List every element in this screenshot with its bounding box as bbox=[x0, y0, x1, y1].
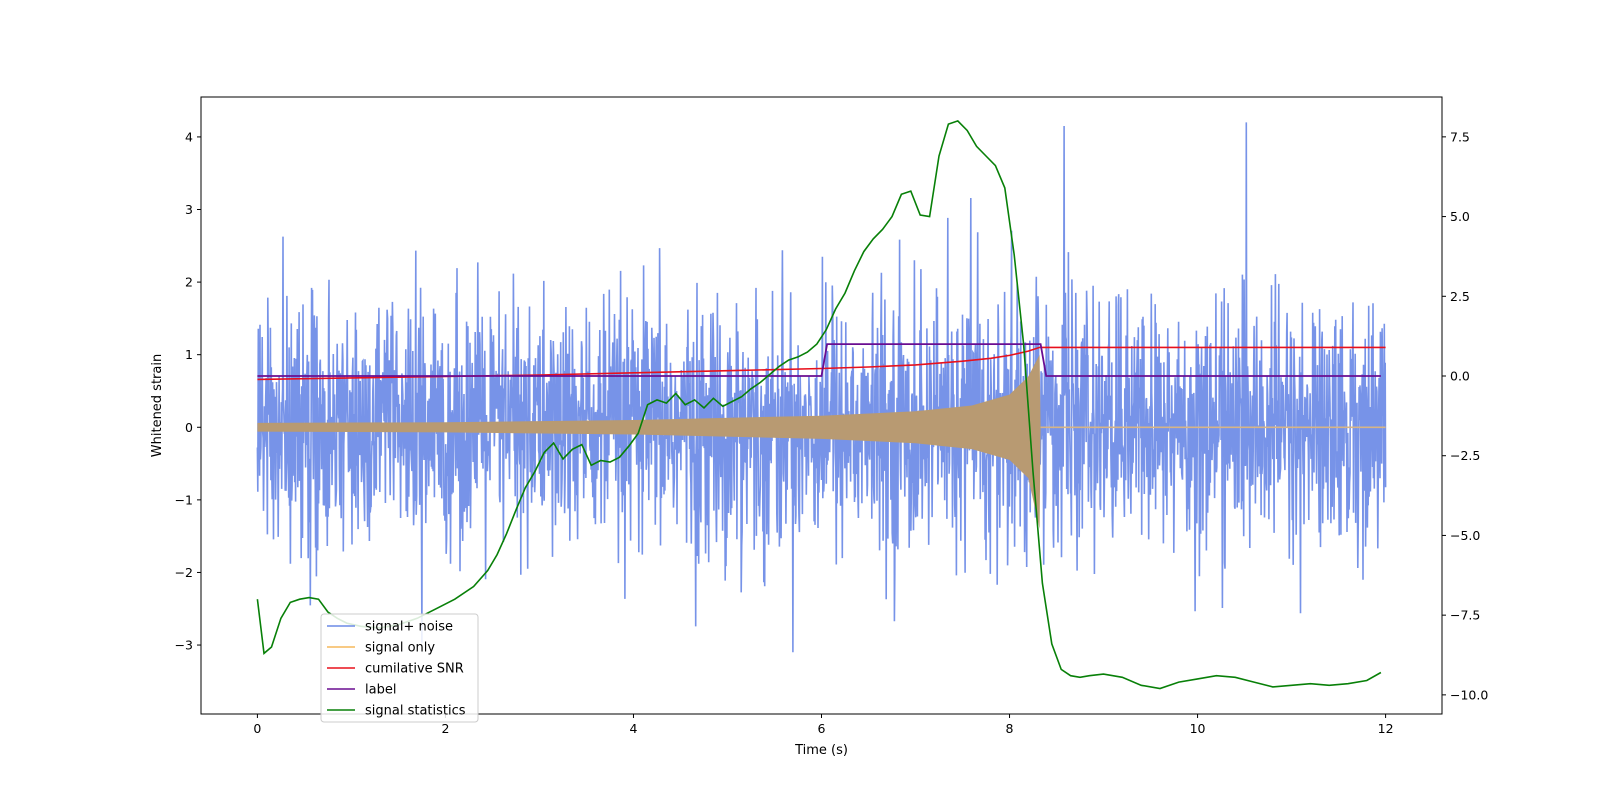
y-tick-label: −3 bbox=[175, 638, 193, 653]
y-tick-label: 4 bbox=[185, 129, 193, 144]
axis-ticks: 0 2 4 6 8 10 12−3−2−101234−10.0−7.5−5.0−2.50.0… bbox=[175, 129, 1489, 736]
x-tick-label: 4 bbox=[629, 721, 637, 736]
legend-label: signal+ noise bbox=[365, 620, 453, 635]
series-label bbox=[257, 343, 1381, 377]
x-tick-label: 12 bbox=[1378, 721, 1394, 736]
y2-tick-label: −5.0 bbox=[1450, 528, 1480, 543]
y-tick-label: −1 bbox=[175, 492, 193, 507]
y2-tick-label: 0.0 bbox=[1450, 369, 1470, 384]
y-tick-label: 3 bbox=[185, 202, 193, 217]
y-tick-label: 2 bbox=[185, 275, 193, 290]
x-tick-label: 0 bbox=[253, 721, 261, 736]
y2-tick-label: 5.0 bbox=[1450, 209, 1470, 224]
series-signal-plus-noise bbox=[256, 122, 1387, 653]
y-axis-label: Whitened strain bbox=[150, 354, 165, 457]
plot-area bbox=[256, 119, 1387, 690]
x-tick-label: 6 bbox=[818, 721, 826, 736]
legend-label: cumilative SNR bbox=[365, 662, 464, 677]
legend-box bbox=[320, 613, 479, 723]
x-tick-label: 10 bbox=[1190, 721, 1206, 736]
y-tick-label: −2 bbox=[175, 565, 193, 580]
legend-label: label bbox=[365, 683, 396, 698]
y2-tick-label: 7.5 bbox=[1450, 129, 1470, 144]
y2-tick-label: −2.5 bbox=[1450, 448, 1480, 463]
legend: signal+ noise signal only cumilative SNR la… bbox=[320, 613, 479, 723]
y2-tick-label: −7.5 bbox=[1450, 608, 1480, 623]
y2-tick-label: −10.0 bbox=[1450, 687, 1488, 702]
legend-label: signal statistics bbox=[365, 704, 466, 719]
y-tick-label: 0 bbox=[185, 420, 193, 435]
series-signal-statistics bbox=[256, 119, 1382, 690]
x-axis-label: Time (s) bbox=[794, 743, 848, 758]
y-tick-label: 1 bbox=[185, 347, 193, 362]
y2-tick-label: 2.5 bbox=[1450, 289, 1470, 304]
x-tick-label: 2 bbox=[441, 721, 449, 736]
x-tick-label: 8 bbox=[1006, 721, 1014, 736]
legend-label: signal only bbox=[365, 641, 435, 656]
